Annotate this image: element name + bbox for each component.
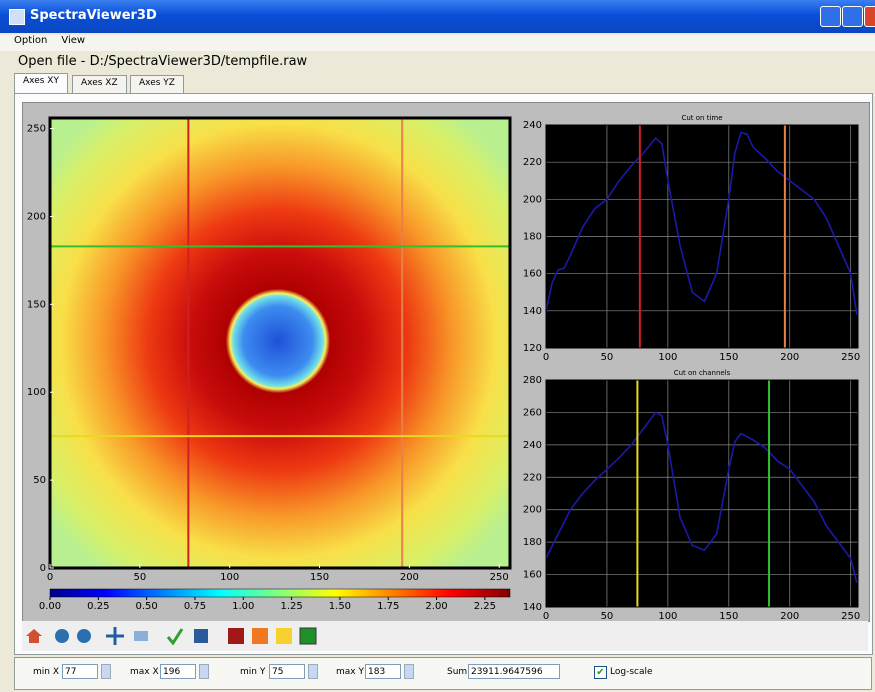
colorbar-tick-label: 1.50	[329, 601, 351, 612]
x-tick-label: 50	[601, 611, 614, 622]
x-tick-label: 150	[719, 611, 738, 622]
colorbar-tick-label: 1.75	[377, 601, 399, 612]
x-tick-label: 150	[719, 352, 738, 363]
x-tick-label: 250	[841, 352, 860, 363]
y-tick-label: 180	[523, 232, 542, 243]
x-tick-label: 150	[310, 572, 329, 583]
colorbar-tick-label: 1.00	[232, 601, 254, 612]
colorbar-tick-label: 0.25	[87, 601, 109, 612]
y-tick-label: 200	[523, 194, 542, 205]
y-tick-label: 160	[523, 570, 542, 581]
y-tick-label: 120	[523, 343, 542, 354]
y-tick-label: 180	[523, 537, 542, 548]
x-tick-label: 200	[780, 611, 799, 622]
colorbar-tick-label: 2.00	[425, 601, 447, 612]
colorbar-tick-label: 0.75	[184, 601, 206, 612]
x-tick-label: 250	[841, 611, 860, 622]
y-tick-label: 200	[523, 505, 542, 516]
colorbar	[50, 589, 510, 597]
colorbar-tick-label: 1.25	[280, 601, 302, 612]
y-tick-label: 140	[523, 306, 542, 317]
x-tick-label: 200	[400, 572, 419, 583]
x-tick-label: 0	[543, 352, 549, 363]
y-tick-label: 0	[40, 563, 46, 574]
chart-title: Cut on channels	[674, 369, 731, 377]
y-tick-label: 240	[523, 120, 542, 131]
x-tick-label: 50	[133, 572, 146, 583]
x-tick-label: 100	[658, 352, 677, 363]
y-tick-label: 250	[27, 124, 46, 135]
app-window: SpectraViewer3D OptionView Open file - D…	[0, 0, 875, 692]
y-tick-label: 50	[33, 475, 46, 486]
y-tick-label: 100	[27, 387, 46, 398]
heatmap-image	[50, 118, 510, 568]
y-tick-label: 260	[523, 407, 542, 418]
y-tick-label: 280	[523, 375, 542, 386]
colorbar-tick-label: 2.25	[474, 601, 496, 612]
x-tick-label: 50	[601, 352, 614, 363]
chart-title: Cut on time	[681, 114, 722, 122]
y-tick-label: 200	[27, 211, 46, 222]
y-tick-label: 150	[27, 299, 46, 310]
y-tick-label: 220	[523, 472, 542, 483]
y-tick-label: 160	[523, 269, 542, 280]
y-tick-label: 140	[523, 602, 542, 613]
x-tick-label: 250	[490, 572, 509, 583]
x-tick-label: 100	[658, 611, 677, 622]
colorbar-tick-label: 0.50	[136, 601, 158, 612]
x-tick-label: 200	[780, 352, 799, 363]
plots: 0 50 100 150 200 250 0 50 100 150 200 250 0.00 0.25 0.…	[0, 0, 875, 692]
axes-background	[546, 380, 858, 607]
y-tick-label: 240	[523, 440, 542, 451]
x-tick-label: 0	[47, 572, 53, 583]
x-tick-label: 0	[543, 611, 549, 622]
colorbar-tick-label: 0.00	[39, 601, 61, 612]
x-tick-label: 100	[220, 572, 239, 583]
y-tick-label: 220	[523, 157, 542, 168]
